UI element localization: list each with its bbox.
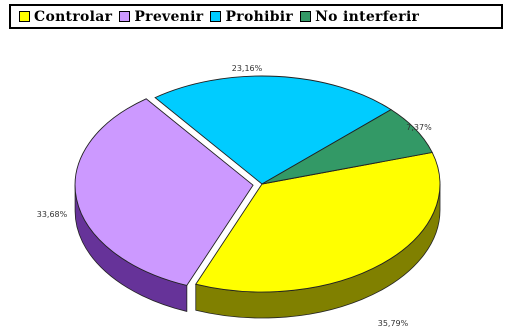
pie-slice-prohibir <box>154 75 392 185</box>
legend-swatch-controlar <box>19 11 30 22</box>
legend-swatch-no-interferir <box>300 11 312 22</box>
legend-item-prevenir: Prevenir <box>119 9 203 25</box>
pie-slice-no-interferir <box>261 109 433 185</box>
data-label-prevenir: 33,68% <box>37 210 68 219</box>
data-label-controlar: 35,79% <box>378 319 409 328</box>
chart-legend: Controlar Prevenir Prohibir No interferi… <box>9 4 503 29</box>
data-label-no-interferir: 7,37% <box>406 123 432 132</box>
legend-item-prohibir: Prohibir <box>210 9 293 25</box>
pie-slice-controlar <box>195 151 441 293</box>
legend-label-prevenir: Prevenir <box>134 8 204 25</box>
legend-label-no-interferir: No interferir <box>315 8 420 25</box>
legend-swatch-prevenir <box>119 11 131 22</box>
pie-slice-prevenir <box>74 98 254 286</box>
legend-item-no-interferir: No interferir <box>300 9 419 25</box>
legend-label-controlar: Controlar <box>34 8 113 25</box>
legend-label-prohibir: Prohibir <box>225 8 294 25</box>
legend-item-controlar: Controlar <box>19 9 112 25</box>
legend-swatch-prohibir <box>210 11 222 22</box>
data-label-prohibir: 23,16% <box>232 64 263 73</box>
